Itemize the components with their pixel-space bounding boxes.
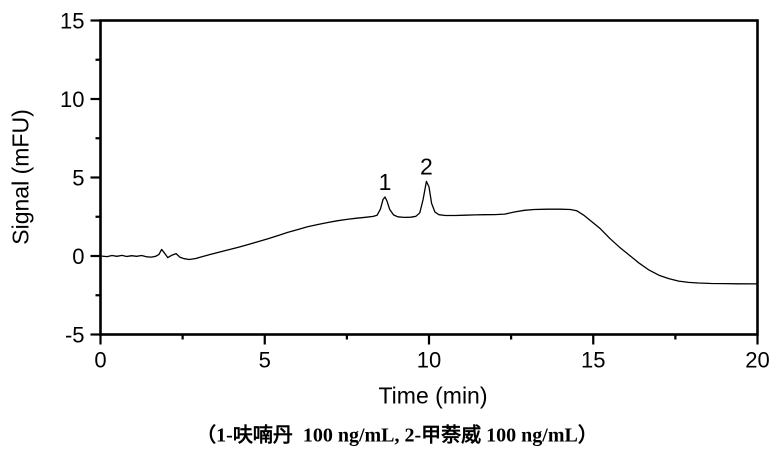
- x-tick-label: 20: [745, 348, 769, 373]
- peak-label-2: 2: [420, 153, 433, 179]
- y-tick-label: -5: [65, 323, 85, 348]
- x-tick-label: 15: [581, 348, 605, 373]
- x-axis-title: Time (min): [378, 382, 488, 409]
- y-tick-label: 10: [60, 87, 84, 112]
- y-tick-label: 0: [72, 244, 84, 269]
- figure-caption: （1-呋喃丹 100 ng/mL, 2-甲萘威 100 ng/mL）: [196, 424, 598, 447]
- y-axis-title: Signal (mFU): [7, 109, 34, 245]
- x-tick-label: 10: [417, 348, 441, 373]
- x-tick-label: 5: [259, 348, 271, 373]
- signal-trace: [99, 180, 759, 285]
- y-tick-label: 15: [60, 9, 84, 34]
- peak-label-1: 1: [379, 169, 392, 195]
- x-tick-label: 0: [94, 348, 106, 373]
- y-tick-label: 5: [72, 166, 84, 191]
- plot-frame: [99, 19, 759, 336]
